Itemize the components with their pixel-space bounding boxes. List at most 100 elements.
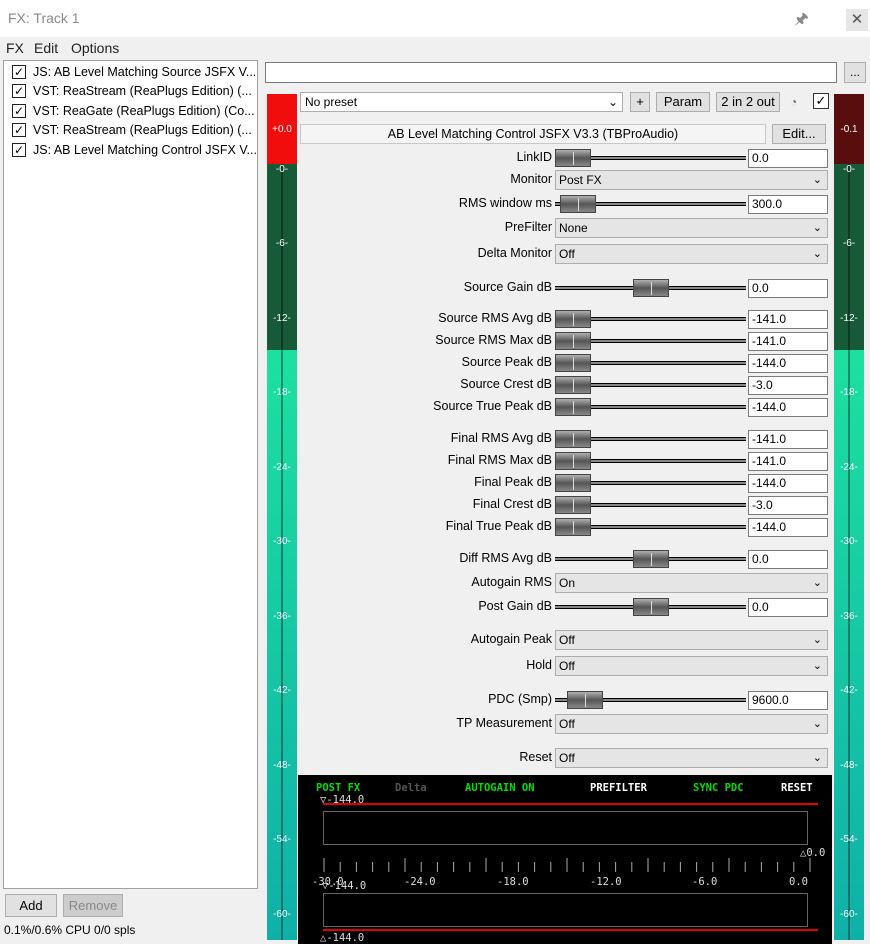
pin-icon[interactable]: 🖈 — [794, 11, 809, 28]
remove-button[interactable]: Remove — [63, 894, 123, 917]
param-button[interactable]: Param — [656, 92, 710, 112]
menu-options[interactable]: Options — [71, 40, 120, 56]
slider-handle[interactable] — [555, 398, 591, 416]
param-dropdown[interactable]: Off ⌄ — [555, 748, 828, 768]
param-slider[interactable] — [555, 317, 746, 321]
dropdown-value: Off — [559, 717, 575, 731]
fx-item[interactable]: ✓ VST: ReaStream (ReaPlugs Edition) (... — [12, 123, 252, 137]
io-routing-button[interactable]: 2 in 2 out — [716, 92, 780, 112]
slider-handle[interactable] — [555, 496, 591, 514]
param-dropdown[interactable]: Off ⌄ — [555, 244, 828, 264]
param-value-input[interactable]: 0.0 — [748, 598, 828, 617]
add-button[interactable]: Add — [5, 894, 57, 917]
param-label: LinkID — [516, 150, 552, 164]
param-value-input[interactable]: -141.0 — [748, 310, 828, 329]
browse-button[interactable]: ... — [844, 62, 866, 83]
param-value-input[interactable]: -144.0 — [748, 398, 828, 417]
bypass-checkbox[interactable]: ✓ — [813, 93, 829, 109]
close-button[interactable]: ✕ — [846, 9, 868, 31]
fx-item[interactable]: ✓ VST: ReaGate (ReaPlugs Edition) (Co... — [12, 104, 255, 118]
param-slider[interactable] — [555, 383, 746, 387]
param-label: Source Peak dB — [461, 355, 552, 369]
fx-chain-list[interactable]: ✓ JS: AB Level Matching Source JSFX V... … — [3, 60, 258, 889]
fx-enable-checkbox[interactable]: ✓ — [12, 123, 26, 137]
param-value-input[interactable]: 0.0 — [748, 550, 828, 569]
chevron-down-icon: ⌄ — [812, 174, 822, 186]
param-slider[interactable] — [555, 525, 746, 529]
preset-dropdown[interactable]: No preset ⌄ — [300, 92, 623, 112]
param-value-input[interactable]: 9600.0 — [748, 691, 828, 710]
param-value-input[interactable]: -3.0 — [748, 376, 828, 395]
slider-handle[interactable] — [555, 430, 591, 448]
param-dropdown[interactable]: Off ⌄ — [555, 714, 828, 734]
slider-handle[interactable] — [632, 598, 669, 616]
fx-name-field[interactable] — [265, 62, 837, 83]
param-slider[interactable] — [555, 503, 746, 507]
param-slider[interactable] — [555, 156, 746, 160]
slider-handle[interactable] — [555, 376, 591, 394]
param-label: RMS window ms — [458, 196, 552, 210]
slider-handle[interactable] — [555, 474, 591, 492]
param-dropdown[interactable]: None ⌄ — [555, 218, 828, 238]
param-slider[interactable] — [555, 202, 746, 206]
param-slider[interactable] — [555, 361, 746, 365]
slider-handle[interactable] — [632, 550, 669, 568]
param-dropdown[interactable]: Off ⌄ — [555, 656, 828, 676]
slider-handle[interactable] — [555, 332, 591, 350]
left-level-meter: +0.0 -0- -6- -12- -18- -24- -30- -36- -4… — [267, 94, 297, 940]
fx-enable-checkbox[interactable]: ✓ — [12, 65, 26, 79]
fx-enable-checkbox[interactable]: ✓ — [12, 84, 26, 98]
param-slider[interactable] — [555, 459, 746, 463]
param-value-input[interactable]: -141.0 — [748, 452, 828, 471]
param-value-input[interactable]: -144.0 — [748, 354, 828, 373]
param-value-input[interactable]: 0.0 — [748, 279, 828, 298]
slider-handle[interactable] — [555, 354, 591, 372]
param-value-input[interactable]: -144.0 — [748, 518, 828, 537]
prefilter-indicator[interactable]: PREFILTER — [590, 782, 647, 794]
param-value-input[interactable]: -144.0 — [748, 474, 828, 493]
param-slider[interactable] — [555, 437, 746, 441]
knob-icon[interactable]: ◔ — [790, 95, 798, 109]
delta-indicator[interactable]: Delta — [395, 782, 427, 794]
sync-pdc-indicator[interactable]: SYNC PDC — [693, 782, 744, 794]
slider-handle[interactable] — [555, 149, 591, 167]
slider-handle[interactable] — [555, 518, 591, 536]
slider-handle[interactable] — [555, 452, 591, 470]
param-label: PDC (Smp) — [488, 692, 552, 706]
param-dropdown[interactable]: Post FX ⌄ — [555, 170, 828, 190]
param-slider[interactable] — [555, 339, 746, 343]
slider-handle[interactable] — [555, 310, 591, 328]
param-slider[interactable] — [555, 481, 746, 485]
peak-readout: +0.0 — [272, 124, 292, 135]
fx-item[interactable]: ✓ JS: AB Level Matching Control JSFX V... — [12, 143, 256, 157]
post-fx-indicator[interactable]: POST FX — [316, 782, 361, 794]
param-slider[interactable] — [555, 405, 746, 409]
param-label: Final True Peak dB — [445, 519, 552, 533]
param-value-input[interactable]: 0.0 — [748, 149, 828, 168]
chevron-down-icon: ⌄ — [812, 248, 822, 260]
chevron-down-icon: ⌄ — [607, 95, 618, 109]
param-value-input[interactable]: -3.0 — [748, 496, 828, 515]
slider-handle[interactable] — [559, 195, 596, 213]
dropdown-value: On — [559, 576, 576, 590]
fx-enable-checkbox[interactable]: ✓ — [12, 104, 26, 118]
fx-enable-checkbox[interactable]: ✓ — [12, 143, 26, 157]
add-preset-button[interactable]: + — [630, 92, 650, 112]
menu-edit[interactable]: Edit — [34, 40, 59, 56]
menu-fx[interactable]: FX — [6, 40, 24, 56]
param-label: Diff RMS Avg dB — [459, 551, 552, 565]
param-dropdown[interactable]: On ⌄ — [555, 573, 828, 593]
param-value-input[interactable]: 300.0 — [748, 195, 828, 214]
param-value-input[interactable]: -141.0 — [748, 332, 828, 351]
reset-indicator[interactable]: RESET — [781, 782, 813, 794]
slider-handle[interactable] — [632, 279, 669, 297]
autogain-indicator[interactable]: AUTOGAIN ON — [465, 782, 535, 794]
param-dropdown[interactable]: Off ⌄ — [555, 630, 828, 650]
edit-button[interactable]: Edit... — [772, 124, 826, 144]
param-slider[interactable] — [555, 698, 746, 702]
slider-handle[interactable] — [567, 691, 604, 709]
fx-item[interactable]: ✓ JS: AB Level Matching Source JSFX V... — [12, 65, 256, 79]
param-value-input[interactable]: -141.0 — [748, 430, 828, 449]
fx-item[interactable]: ✓ VST: ReaStream (ReaPlugs Edition) (... — [12, 84, 252, 98]
bottom-marker: △-144.0 — [320, 932, 365, 944]
